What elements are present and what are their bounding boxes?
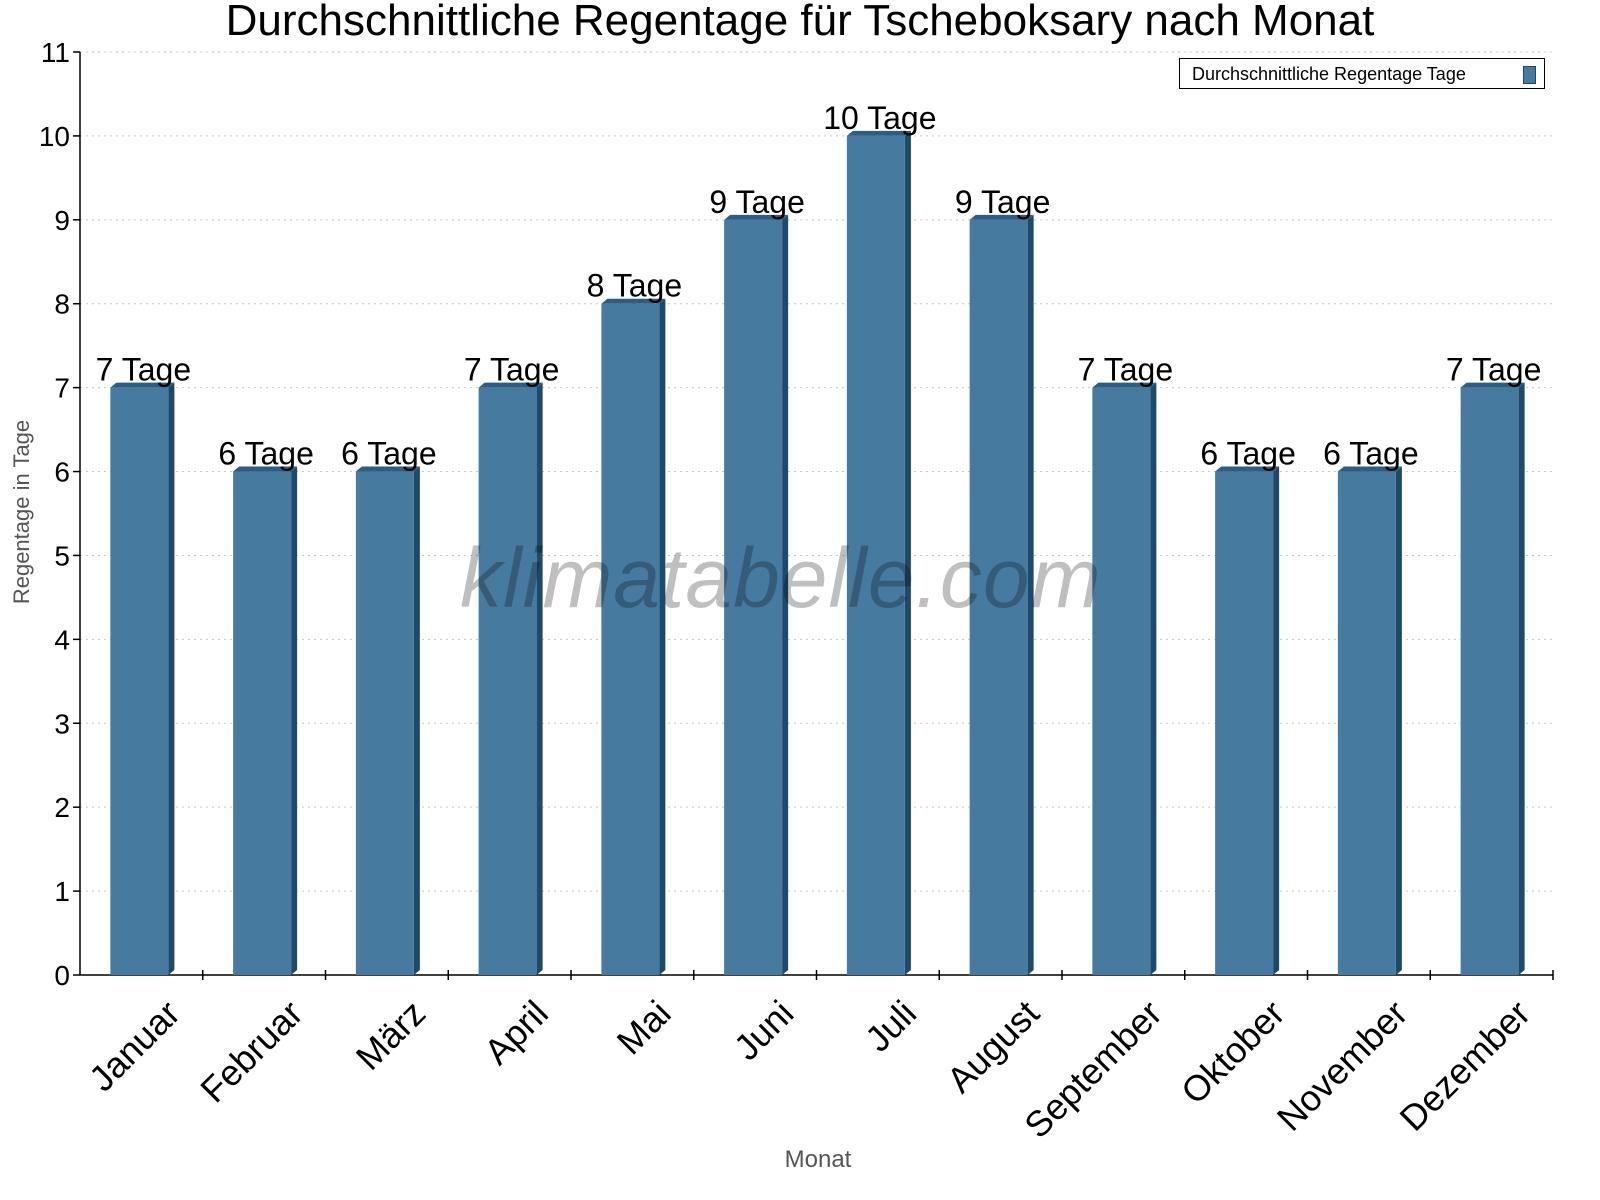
y-tick-label: 6 <box>54 457 70 488</box>
bar-side <box>1027 214 1034 975</box>
data-label: 7 Tage <box>1446 352 1542 388</box>
x-tick-label: Februar <box>192 992 310 1110</box>
data-label: 6 Tage <box>218 436 314 472</box>
x-tick-label: Mai <box>609 992 679 1062</box>
data-label: 10 Tage <box>823 100 936 136</box>
x-axis-label: Monat <box>784 1146 852 1173</box>
bar-april <box>478 387 537 975</box>
bar-side <box>1273 466 1280 975</box>
data-label: 6 Tage <box>1200 436 1296 472</box>
bar-top <box>601 298 666 304</box>
y-tick-label: 3 <box>54 708 70 739</box>
chart-title: Durchschnittliche Regentage für Tschebok… <box>225 0 1375 45</box>
x-tick-label: August <box>939 992 1047 1100</box>
bar-top <box>969 214 1034 220</box>
bar-top <box>1337 466 1402 472</box>
bar-side <box>782 214 789 975</box>
x-tick-label: November <box>1269 992 1415 1138</box>
legend-swatch-icon <box>1523 66 1536 84</box>
x-tick-label: Januar <box>81 992 188 1099</box>
bar-side <box>291 466 298 975</box>
bar-august <box>969 219 1028 975</box>
data-label: 6 Tage <box>1323 436 1419 472</box>
y-tick-label: 11 <box>41 37 70 68</box>
bar-top <box>110 382 175 388</box>
legend: Durchschnittliche Regentage Tage <box>1179 58 1545 89</box>
bar-side <box>904 130 911 976</box>
bar-november <box>1337 471 1396 975</box>
y-tick-label: 7 <box>54 373 70 404</box>
bar-januar <box>110 387 169 975</box>
x-tick-label: Juli <box>857 992 924 1059</box>
data-label: 6 Tage <box>341 436 437 472</box>
bar-top <box>846 130 911 136</box>
y-tick-label: 1 <box>54 876 70 907</box>
bar-juli <box>846 135 905 976</box>
data-label: 7 Tage <box>1078 352 1174 388</box>
bar-top <box>724 214 789 220</box>
data-label: 9 Tage <box>709 184 805 220</box>
data-label: 7 Tage <box>96 352 192 388</box>
bar-side <box>168 382 175 975</box>
y-tick-label: 2 <box>54 792 70 823</box>
y-tick-label: 10 <box>39 121 70 152</box>
x-tick-label: April <box>476 992 556 1072</box>
data-label: 7 Tage <box>464 352 560 388</box>
bar-top <box>1092 382 1157 388</box>
legend-label: Durchschnittliche Regentage Tage <box>1192 64 1466 84</box>
bar-top <box>1215 466 1280 472</box>
bar-top <box>355 466 420 472</box>
bar-juni <box>724 219 783 975</box>
watermark: klimatabelle.com <box>460 531 1102 625</box>
y-tick-label: 8 <box>54 289 70 320</box>
data-label: 8 Tage <box>587 268 683 304</box>
x-tick-label: März <box>348 992 434 1078</box>
y-tick-label: 0 <box>54 960 70 991</box>
bar-top <box>478 382 543 388</box>
bar-side <box>659 298 666 975</box>
y-axis-label: Regentage in Tage <box>9 419 34 605</box>
bar-februar <box>233 471 292 975</box>
y-tick-label: 9 <box>54 205 70 236</box>
bar-side <box>536 382 543 975</box>
bar-märz <box>355 471 414 975</box>
bar-top <box>1460 382 1525 388</box>
data-label: 9 Tage <box>955 184 1051 220</box>
x-tick-label: Oktober <box>1173 992 1293 1112</box>
y-tick-label: 4 <box>54 624 70 655</box>
x-tick-label: Dezember <box>1392 992 1538 1138</box>
bar-top <box>233 466 298 472</box>
x-tick-label: Juni <box>726 992 802 1068</box>
bar-side <box>1518 382 1525 975</box>
bar-side <box>1150 382 1157 975</box>
bar-mai <box>601 303 660 975</box>
bar-side <box>413 466 420 975</box>
bar-september <box>1092 387 1151 975</box>
y-tick-label: 5 <box>54 540 70 571</box>
bar-side <box>1395 466 1402 975</box>
bar-oktober <box>1215 471 1274 975</box>
bar-dezember <box>1460 387 1519 975</box>
